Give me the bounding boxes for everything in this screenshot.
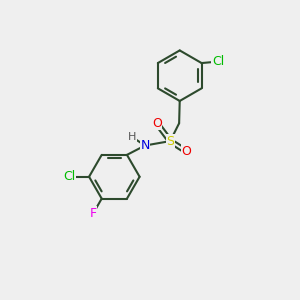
Text: S: S (166, 135, 174, 148)
Text: H: H (128, 132, 137, 142)
Text: Cl: Cl (64, 170, 76, 183)
Text: F: F (89, 207, 97, 220)
Text: Cl: Cl (212, 55, 224, 68)
Text: O: O (152, 117, 162, 130)
Text: O: O (182, 145, 191, 158)
Text: N: N (140, 139, 150, 152)
